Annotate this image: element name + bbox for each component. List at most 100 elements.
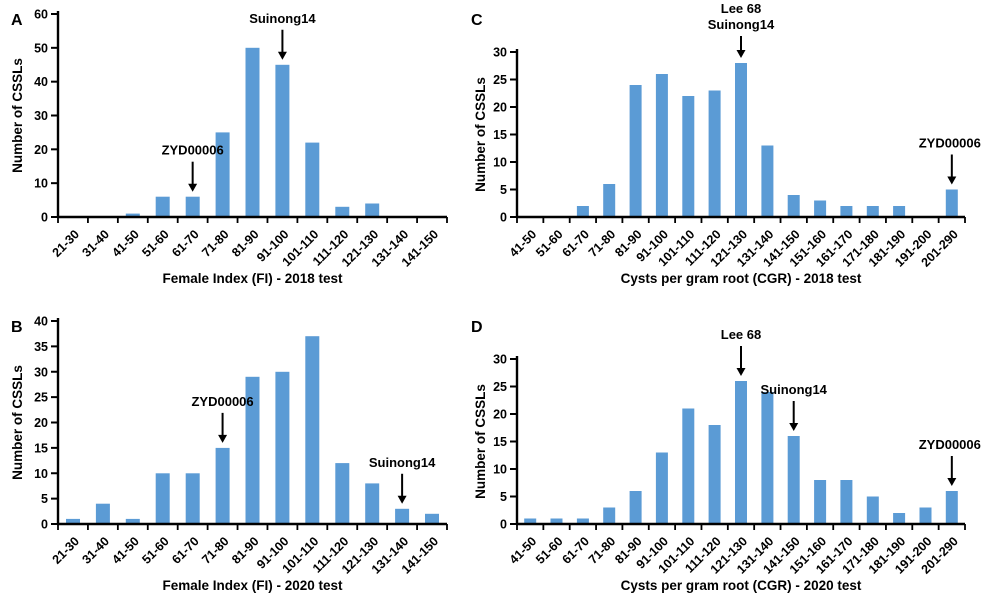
y-tick-label: 25 [493, 380, 507, 394]
x-tick-label: 41-50 [507, 227, 540, 260]
bar-71-80 [215, 132, 230, 217]
x-axis-title: Cysts per gram root (CGR) - 2020 test [621, 578, 862, 593]
annotation-label: Suinong14 [369, 455, 436, 470]
x-tick-label: 41-50 [109, 227, 142, 260]
y-tick-label: 10 [34, 467, 48, 481]
bar-71-80 [215, 447, 230, 524]
bar-161-170 [840, 206, 853, 217]
bar-141-150 [787, 436, 800, 524]
bar-171-180 [866, 496, 879, 524]
annotation-label: Suinong14 [760, 382, 827, 397]
x-tick-label: 71-80 [586, 227, 619, 260]
x-tick-label: 31-40 [79, 534, 112, 567]
bar-61-70 [185, 473, 200, 525]
annotation-label: ZYD00006 [162, 143, 224, 158]
annotation-arrowhead [218, 434, 228, 443]
y-tick-label: 0 [41, 211, 48, 225]
bar-51-60 [155, 473, 170, 525]
panel-letter: D [471, 319, 483, 336]
bar-61-70 [576, 518, 589, 524]
annotation-label: ZYD00006 [919, 437, 981, 452]
y-axis-title: Number of CSSLs [473, 77, 488, 192]
bar-111-120 [335, 463, 350, 524]
bar-61-70 [576, 206, 589, 217]
y-tick-label: 20 [34, 143, 48, 157]
bar-51-60 [155, 196, 170, 217]
x-tick-label: 21-30 [50, 534, 83, 567]
y-axis-title: Number of CSSLs [10, 58, 25, 173]
annotation-arrowhead [736, 368, 746, 376]
panel-letter: C [471, 12, 483, 29]
bar-101-110 [682, 96, 695, 217]
x-tick-label: 41-50 [507, 534, 540, 567]
bar-21-30 [66, 518, 80, 524]
y-tick-label: 10 [493, 463, 507, 477]
bar-71-80 [603, 507, 616, 524]
x-axis-title: Cysts per gram root (CGR) - 2018 test [621, 271, 862, 286]
x-tick-label: 51-60 [139, 534, 172, 567]
panel-letter: B [11, 319, 23, 336]
chart-panel-b: 0 5 10 15 20 25 30 35 40 21-3031-4041-5051-6061-7… [10, 315, 448, 593]
x-tick-label: 31-40 [79, 227, 112, 260]
y-tick-label: 30 [493, 353, 507, 367]
annotation-arrowhead [736, 50, 746, 58]
y-tick-label: 0 [500, 211, 507, 225]
annotation-arrowhead [947, 478, 957, 486]
x-tick-label: 71-80 [586, 534, 619, 567]
y-tick-label: 5 [500, 183, 507, 197]
chart-panel-d: 05101520253041-5051-6061-7071-8081-9091-… [471, 319, 981, 593]
bar-141-150 [425, 513, 439, 524]
bar-91-100 [275, 371, 290, 525]
bar-51-60 [550, 518, 563, 524]
annotation-arrowhead [947, 176, 957, 185]
x-tick-label: 71-80 [199, 227, 232, 260]
y-tick-label: 30 [34, 109, 48, 123]
bar-161-170 [840, 480, 853, 524]
bar-131-140 [761, 145, 774, 217]
bar-131-140 [761, 392, 774, 524]
annotation-label: Suinong14 [249, 11, 316, 26]
x-axis-title: Female Index (FI) - 2020 test [162, 578, 343, 593]
y-tick-label: 5 [500, 490, 507, 504]
x-tick-label: 21-30 [50, 227, 83, 260]
x-tick-label: 41-50 [109, 534, 142, 567]
bar-71-80 [603, 184, 616, 217]
bar-111-120 [708, 90, 721, 217]
bar-91-100 [655, 452, 668, 524]
bar-121-130 [365, 483, 380, 524]
bar-121-130 [735, 63, 747, 217]
annotation-arrowhead [789, 423, 799, 431]
panel-a: 0 10 20 30 40 50 60 21-30 31-40 41-50 51-60 61-70 71… [0, 0, 460, 307]
bar-81-90 [245, 47, 260, 217]
y-tick-label: 5 [41, 492, 48, 506]
y-tick-label: 25 [493, 73, 507, 87]
bar-151-160 [814, 200, 827, 217]
annotation-label: ZYD00006 [191, 394, 253, 409]
x-tick-label: 61-70 [169, 534, 202, 567]
y-tick-label: 35 [34, 340, 48, 354]
bar-121-130 [735, 381, 747, 524]
figure-top-row: 0 10 20 30 40 50 60 21-30 31-40 41-50 51-60 61-70 71… [0, 0, 984, 307]
chart-panel-c: 05101520253041-5051-6061-7071-8081-9091-… [471, 1, 981, 286]
bar-61-70 [185, 196, 200, 217]
panel-letter: A [11, 12, 23, 29]
y-tick-label: 40 [34, 75, 48, 89]
bar-131-140 [395, 508, 410, 524]
chart-panel-a: 0 10 20 30 40 50 60 21-3031-4041-5051-6061-7071… [10, 8, 448, 286]
y-tick-label: 15 [493, 435, 507, 449]
panel-d: 0 5 10 15 20 25 30 41-50 51-60 61-70 71-80 81-90 91-… [460, 307, 984, 615]
y-tick-label: 30 [34, 365, 48, 379]
bar-81-90 [629, 491, 642, 524]
y-tick-label: 10 [493, 156, 507, 170]
bar-201-290 [945, 189, 958, 217]
bar-171-180 [866, 206, 879, 217]
y-tick-label: 25 [34, 391, 48, 405]
x-tick-label: 51-60 [533, 534, 566, 567]
bar-181-190 [893, 513, 906, 524]
x-tick-label: 61-70 [559, 534, 592, 567]
bar-41-50 [125, 518, 140, 524]
annotation-label: Suinong14 [708, 17, 775, 32]
annotation-label: ZYD00006 [919, 136, 981, 151]
bar-181-190 [893, 206, 906, 217]
